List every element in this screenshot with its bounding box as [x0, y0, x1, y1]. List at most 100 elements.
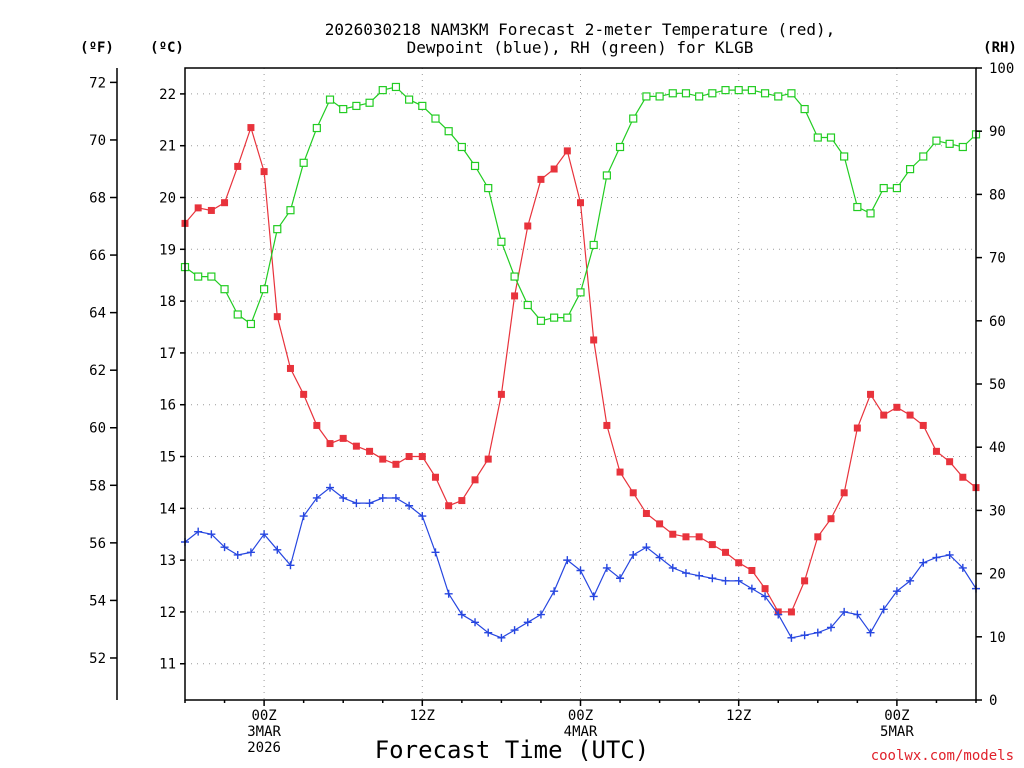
rh-point — [826, 133, 836, 142]
rh-point — [207, 272, 216, 281]
rh-point — [339, 104, 348, 114]
temperature-point — [827, 515, 835, 523]
series-2-meter-temperature — [181, 124, 980, 616]
rh-point — [220, 285, 229, 294]
rh-point — [945, 139, 954, 148]
dewpoint-point — [246, 548, 255, 557]
temperature-point — [603, 421, 611, 429]
celsius-tick-label: 12 — [159, 605, 176, 621]
dewpoint-point — [668, 563, 677, 572]
rh-tick-label: 40 — [989, 440, 1006, 456]
temperature-point — [537, 175, 545, 183]
rh-tick-label: 30 — [989, 503, 1006, 519]
dewpoint-point — [695, 571, 704, 580]
rh-point — [615, 142, 625, 152]
temperature-point — [787, 608, 795, 616]
rh-point — [747, 86, 756, 95]
fahrenheit-tick-label: 68 — [89, 191, 106, 207]
dewpoint-point — [312, 493, 321, 502]
rh-point — [523, 300, 532, 310]
dewpoint-point — [563, 556, 572, 565]
time-tick-label: 2026 — [247, 740, 281, 756]
celsius-axis: 11 12 13 14 15 16 17 18 19 20 21 22 — [159, 87, 185, 673]
dewpoint-point — [774, 610, 783, 619]
temperature-point — [260, 168, 268, 176]
temperature-point — [919, 421, 927, 429]
temperature-point — [194, 204, 202, 212]
celsius-tick-label: 16 — [159, 398, 176, 414]
time-tick-label: 12Z — [726, 708, 751, 724]
series-dewpoint — [181, 483, 980, 642]
temperature-point — [379, 455, 387, 463]
dewpoint-point — [932, 553, 941, 562]
dewpoint-point — [523, 618, 532, 627]
temperature-point — [511, 292, 519, 300]
time-tick-label: 12Z — [410, 708, 435, 724]
temperature-point — [431, 473, 439, 481]
temperature-point — [524, 222, 532, 230]
rh-point — [813, 133, 822, 142]
dewpoint-point — [892, 587, 901, 596]
rh-point — [246, 319, 256, 329]
dewpoint-point — [378, 493, 387, 502]
temperature-point — [695, 533, 703, 541]
rh-point — [708, 89, 717, 98]
fahrenheit-tick-label: 64 — [89, 306, 106, 322]
dewpoint-point — [391, 493, 400, 502]
temperature-point — [893, 403, 901, 411]
rh-point — [787, 89, 796, 98]
rh-point — [642, 92, 651, 101]
temperature-point — [867, 390, 875, 398]
temperature-point — [563, 147, 571, 155]
celsius-tick-label: 20 — [159, 191, 176, 207]
dewpoint-point — [550, 587, 559, 596]
temperature-point — [708, 541, 716, 549]
temperature-point — [761, 585, 769, 593]
dewpoint-point — [299, 512, 308, 521]
rh-point — [879, 183, 888, 193]
rh-point — [958, 142, 967, 152]
dewpoint-point — [958, 563, 967, 572]
temperature-point — [814, 533, 822, 541]
dewpoint-point — [220, 543, 229, 552]
rh-point — [391, 82, 401, 92]
dewpoint-point — [471, 618, 480, 627]
temperature-point — [642, 510, 650, 518]
celsius-tick-label: 21 — [159, 139, 176, 155]
fahrenheit-tick-label: 52 — [89, 651, 106, 667]
dewpoint-point — [589, 592, 598, 601]
rh-point — [602, 171, 611, 180]
fahrenheit-unit-label: (ºF) — [80, 40, 114, 56]
dewpoint-point — [484, 628, 493, 637]
rh-point — [497, 237, 506, 246]
rh-unit-label: (RH) — [983, 40, 1017, 56]
rh-point — [312, 123, 321, 133]
temperature-point — [366, 447, 374, 455]
celsius-tick-label: 13 — [159, 553, 176, 569]
dewpoint-point — [906, 576, 915, 585]
rh-point — [484, 183, 493, 193]
temperature-point — [906, 411, 914, 419]
time-tick-label: 5MAR — [880, 724, 914, 740]
series-rh — [180, 82, 981, 329]
dewpoint-point — [681, 569, 690, 578]
dewpoint-point — [457, 610, 466, 619]
rh-point — [431, 114, 440, 123]
rh-tick-label: 80 — [989, 187, 1006, 203]
dewpoint-point — [510, 626, 519, 635]
rh-point — [286, 206, 295, 215]
rh-point — [550, 313, 559, 322]
celsius-tick-label: 19 — [159, 242, 176, 258]
dewpoint-point — [879, 605, 888, 614]
dewpoint-point — [260, 530, 269, 539]
dewpoint-point — [444, 589, 453, 598]
rh-point — [510, 272, 519, 281]
rh-tick-label: 0 — [989, 693, 997, 709]
temperature-point — [656, 520, 664, 528]
rh-axis: 0 10 20 30 40 50 60 70 80 90 100 — [976, 61, 1014, 709]
fahrenheit-tick-label: 60 — [89, 421, 106, 437]
temperature-point — [392, 460, 400, 468]
dewpoint-point — [642, 543, 651, 552]
temperature-point — [801, 577, 809, 585]
